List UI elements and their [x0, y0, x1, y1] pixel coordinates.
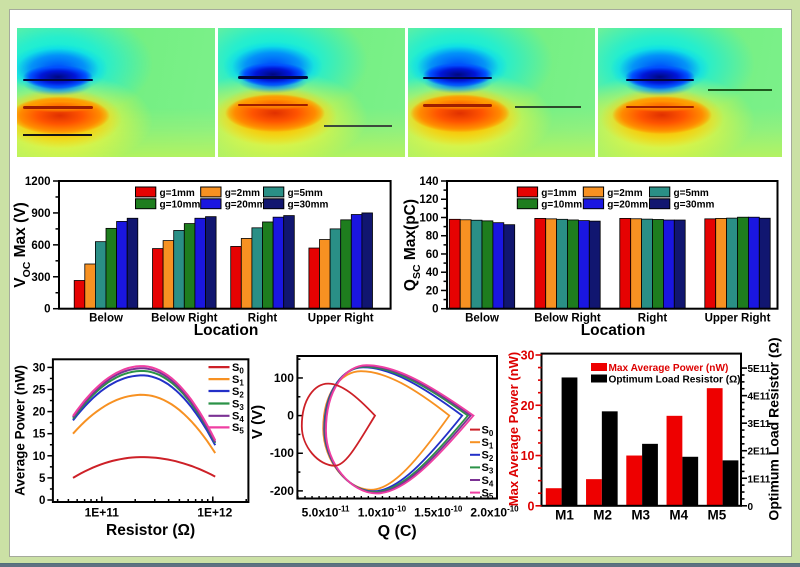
svg-text:600: 600	[31, 240, 50, 252]
svg-text:Q (C): Q (C)	[378, 523, 417, 540]
svg-text:Right: Right	[638, 313, 668, 325]
svg-text:M4: M4	[669, 508, 688, 523]
svg-text:1200: 1200	[25, 176, 51, 188]
svg-text:20: 20	[521, 399, 535, 413]
svg-text:20: 20	[426, 286, 439, 298]
svg-text:g=10mm: g=10mm	[160, 200, 201, 211]
svg-text:Location: Location	[581, 322, 646, 339]
svg-text:S0: S0	[482, 424, 494, 438]
svg-text:S5: S5	[232, 422, 244, 436]
svg-text:Upper Right: Upper Right	[705, 313, 771, 325]
svg-text:g=30mm: g=30mm	[288, 200, 329, 211]
svg-text:4E11: 4E11	[748, 392, 771, 403]
svg-text:g=5mm: g=5mm	[288, 188, 323, 199]
svg-text:M3: M3	[631, 508, 650, 523]
svg-text:Max Average Power (nW): Max Average Power (nW)	[506, 352, 521, 506]
svg-text:300: 300	[31, 272, 50, 284]
svg-text:120: 120	[419, 194, 438, 206]
svg-text:2.0x10-10: 2.0x10-10	[470, 505, 519, 520]
svg-text:g=2mm: g=2mm	[607, 188, 642, 199]
svg-text:15: 15	[33, 429, 46, 441]
svg-text:Optimum Load Resistor (Ω): Optimum Load Resistor (Ω)	[766, 337, 782, 520]
svg-text:g=10mm: g=10mm	[541, 200, 582, 211]
svg-text:g=5mm: g=5mm	[674, 188, 709, 199]
svg-text:Right: Right	[248, 313, 278, 325]
svg-text:-100: -100	[270, 446, 294, 460]
svg-text:1.0x10-10: 1.0x10-10	[358, 505, 407, 520]
svg-text:S4: S4	[482, 475, 494, 489]
svg-text:30: 30	[521, 349, 535, 363]
svg-text:2E11: 2E11	[748, 447, 771, 458]
svg-text:10: 10	[33, 451, 46, 463]
svg-text:g=30mm: g=30mm	[674, 200, 715, 211]
svg-text:-200: -200	[270, 484, 294, 498]
svg-text:30: 30	[33, 362, 46, 374]
svg-text:S1: S1	[482, 437, 494, 451]
svg-text:g=20mm: g=20mm	[607, 200, 648, 211]
svg-text:g=2mm: g=2mm	[225, 188, 260, 199]
svg-text:100: 100	[419, 213, 438, 225]
svg-text:0: 0	[528, 499, 535, 513]
svg-text:900: 900	[31, 208, 50, 220]
svg-text:M1: M1	[555, 508, 574, 523]
svg-text:0: 0	[44, 304, 50, 316]
svg-text:g=20mm: g=20mm	[225, 200, 266, 211]
svg-text:g=1mm: g=1mm	[541, 188, 576, 199]
svg-text:1.5x10-10: 1.5x10-10	[414, 505, 463, 520]
svg-text:Below Right: Below Right	[534, 313, 601, 325]
svg-text:g=1mm: g=1mm	[160, 188, 195, 199]
svg-text:Below: Below	[465, 313, 499, 325]
svg-text:Resistor (Ω): Resistor (Ω)	[106, 522, 195, 539]
svg-text:Location: Location	[194, 322, 259, 339]
svg-text:M2: M2	[593, 508, 612, 523]
svg-text:0: 0	[748, 502, 754, 513]
svg-text:Below Right: Below Right	[151, 313, 218, 325]
svg-text:60: 60	[426, 249, 439, 261]
svg-text:1E11: 1E11	[748, 474, 771, 485]
svg-text:Below: Below	[89, 313, 123, 325]
svg-text:S5: S5	[482, 487, 494, 501]
svg-text:20: 20	[33, 407, 46, 419]
svg-text:S3: S3	[482, 462, 494, 476]
svg-text:25: 25	[33, 385, 46, 397]
svg-text:100: 100	[274, 371, 294, 385]
svg-text:5E11: 5E11	[748, 364, 771, 375]
svg-text:Optimum Load Resistor (Ω): Optimum Load Resistor (Ω)	[609, 374, 741, 385]
svg-text:5.0x10-11: 5.0x10-11	[302, 505, 350, 520]
svg-text:Upper Right: Upper Right	[308, 313, 374, 325]
svg-text:V (V): V (V)	[249, 405, 266, 439]
svg-text:0: 0	[39, 495, 45, 507]
svg-text:0: 0	[287, 409, 294, 423]
svg-text:3E11: 3E11	[748, 419, 771, 430]
svg-text:S2: S2	[482, 450, 494, 464]
svg-text:0: 0	[432, 304, 438, 316]
svg-text:140: 140	[419, 176, 438, 188]
svg-text:Max Average Power (nW): Max Average Power (nW)	[609, 363, 729, 374]
svg-text:10: 10	[521, 449, 535, 463]
svg-text:S2: S2	[232, 386, 244, 400]
svg-text:5: 5	[39, 473, 46, 485]
svg-text:VOC Max (V): VOC Max (V)	[12, 202, 33, 288]
svg-text:80: 80	[426, 231, 439, 243]
svg-text:40: 40	[426, 267, 439, 279]
svg-text:1E+11: 1E+11	[85, 506, 120, 520]
svg-text:Average Power (nW): Average Power (nW)	[13, 365, 28, 496]
svg-text:1E+12: 1E+12	[197, 506, 232, 520]
svg-text:M5: M5	[708, 508, 727, 523]
